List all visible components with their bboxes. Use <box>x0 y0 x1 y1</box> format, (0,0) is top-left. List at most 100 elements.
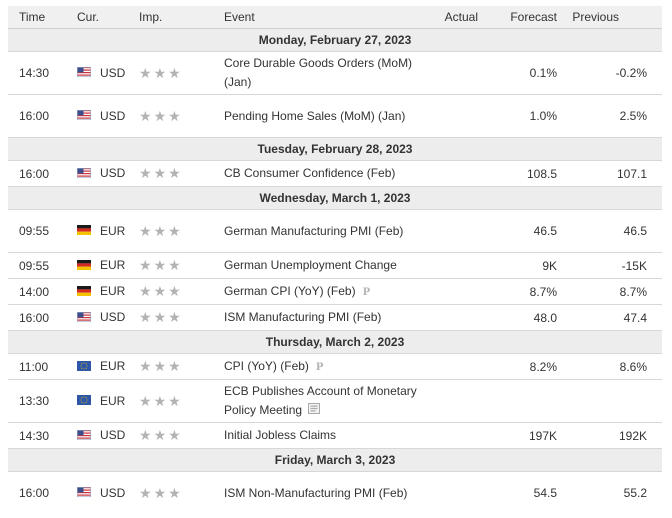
event-name[interactable]: ISM Manufacturing PMI (Feb) <box>224 310 382 324</box>
previous-value: 55.2 <box>562 471 662 514</box>
importance-cell: ★★★ <box>134 252 224 279</box>
event-row[interactable]: 16:00 USD ★★★ ISM Manufacturing PMI (Feb… <box>8 304 662 331</box>
document-icon[interactable] <box>308 401 321 420</box>
de-flag-icon <box>77 285 91 299</box>
actual-value <box>419 353 488 380</box>
event-cell[interactable]: CB Consumer Confidence (Feb) <box>224 160 419 187</box>
us-flag-icon <box>77 66 91 80</box>
star-icon: ★ <box>168 358 183 374</box>
event-time: 16:00 <box>8 160 72 187</box>
date-row: Monday, February 27, 2023 <box>8 28 662 52</box>
previous-value: 8.7% <box>562 278 662 305</box>
currency-code: USD <box>100 310 126 325</box>
forecast-value: 8.2% <box>488 353 562 380</box>
forecast-value: 197K <box>488 422 562 449</box>
star-icon: ★ <box>168 257 183 273</box>
event-name[interactable]: ISM Non-Manufacturing PMI (Feb) <box>224 485 408 500</box>
event-row[interactable]: 13:30 EUR ★★★ ECB Publishes Account of M… <box>8 379 662 423</box>
event-time: 16:00 <box>8 304 72 331</box>
event-cell[interactable]: German Unemployment Change <box>224 252 419 279</box>
event-row[interactable]: 09:55 EUR ★★★ German Manufacturing PMI (… <box>8 209 662 253</box>
event-name[interactable]: German Unemployment Change <box>224 258 397 272</box>
actual-value <box>419 278 488 305</box>
currency-cell: USD <box>72 304 134 331</box>
event-name[interactable]: Core Durable Goods Orders (MoM) (Jan) <box>224 56 413 89</box>
col-header-previous[interactable]: Previous <box>562 6 662 29</box>
de-flag-icon <box>77 259 91 273</box>
star-icon: ★ <box>168 64 183 81</box>
star-icon: ★ <box>139 484 154 501</box>
date-label: Monday, February 27, 2023 <box>8 28 662 52</box>
previous-value: 8.6% <box>562 353 662 380</box>
event-cell[interactable]: Core Durable Goods Orders (MoM) (Jan) <box>224 51 419 95</box>
importance-cell: ★★★ <box>134 422 224 449</box>
event-name[interactable]: Pending Home Sales (MoM) (Jan) <box>224 108 406 123</box>
forecast-value: 108.5 <box>488 160 562 187</box>
event-row[interactable]: 14:00 EUR ★★★ German CPI (YoY) (Feb) P 8.… <box>8 278 662 305</box>
event-time: 09:55 <box>8 252 72 279</box>
actual-value <box>419 252 488 279</box>
event-row[interactable]: 14:30 USD ★★★ Core Durable Goods Orders … <box>8 51 662 95</box>
event-cell[interactable]: ECB Publishes Account of Monetary Policy… <box>224 379 419 423</box>
forecast-value <box>488 379 562 423</box>
event-cell[interactable]: Initial Jobless Claims <box>224 422 419 449</box>
star-icon: ★ <box>153 309 169 325</box>
star-icon: ★ <box>168 283 183 299</box>
event-cell[interactable]: Pending Home Sales (MoM) (Jan) <box>224 94 419 138</box>
star-icon: ★ <box>153 165 169 181</box>
preliminary-badge[interactable]: P <box>362 286 371 298</box>
event-row[interactable]: 16:00 USD ★★★ CB Consumer Confidence (Fe… <box>8 160 662 187</box>
col-header-actual[interactable]: Actual <box>419 6 488 29</box>
event-time: 16:00 <box>8 471 72 514</box>
currency-code: EUR <box>100 284 126 299</box>
star-icon: ★ <box>153 257 169 273</box>
forecast-value: 46.5 <box>488 209 562 253</box>
importance-cell: ★★★ <box>134 353 224 380</box>
event-cell[interactable]: CPI (YoY) (Feb) P <box>224 353 419 380</box>
col-header-currency[interactable]: Cur. <box>72 6 134 29</box>
event-cell[interactable]: German Manufacturing PMI (Feb) <box>224 209 419 253</box>
star-icon: ★ <box>139 427 154 443</box>
previous-value: 2.5% <box>562 94 662 138</box>
col-header-forecast[interactable]: Forecast <box>488 6 562 29</box>
currency-cell: USD <box>72 51 134 95</box>
event-row[interactable]: 11:00 EUR ★★★ CPI (YoY) (Feb) P 8.2% 8.6% <box>8 353 662 380</box>
actual-value <box>419 471 488 514</box>
event-row[interactable]: 16:00 USD ★★★ ISM Non-Manufacturing PMI … <box>8 471 662 514</box>
star-icon: ★ <box>153 484 169 501</box>
economic-calendar-table: Time Cur. Imp. Event Actual Forecast Pre… <box>8 6 662 514</box>
event-time: 09:55 <box>8 209 72 253</box>
de-flag-icon <box>77 224 91 238</box>
forecast-value: 48.0 <box>488 304 562 331</box>
event-cell[interactable]: German CPI (YoY) (Feb) P <box>224 278 419 305</box>
star-icon: ★ <box>139 222 154 239</box>
actual-value <box>419 160 488 187</box>
us-flag-icon <box>77 486 91 500</box>
event-time: 14:30 <box>8 51 72 95</box>
actual-value <box>419 422 488 449</box>
event-cell[interactable]: ISM Manufacturing PMI (Feb) <box>224 304 419 331</box>
forecast-value: 54.5 <box>488 471 562 514</box>
currency-code: USD <box>100 108 126 123</box>
preliminary-badge[interactable]: P <box>315 361 324 373</box>
actual-value <box>419 94 488 138</box>
event-cell[interactable]: ISM Non-Manufacturing PMI (Feb) <box>224 471 419 514</box>
event-name[interactable]: CB Consumer Confidence (Feb) <box>224 166 396 180</box>
currency-cell: USD <box>72 422 134 449</box>
event-row[interactable]: 16:00 USD ★★★ Pending Home Sales (MoM) (… <box>8 94 662 138</box>
event-name[interactable]: ECB Publishes Account of Monetary Policy… <box>224 383 417 417</box>
star-icon: ★ <box>139 107 154 124</box>
col-header-importance[interactable]: Imp. <box>134 6 224 29</box>
col-header-time[interactable]: Time <box>8 6 72 29</box>
event-row[interactable]: 09:55 EUR ★★★ German Unemployment Change… <box>8 252 662 279</box>
col-header-event[interactable]: Event <box>224 6 419 29</box>
event-name[interactable]: German Manufacturing PMI (Feb) <box>224 223 404 238</box>
eu-flag-icon <box>77 360 91 374</box>
us-flag-icon <box>77 311 91 325</box>
event-name[interactable]: CPI (YoY) (Feb) <box>224 358 309 373</box>
importance-cell: ★★★ <box>134 209 224 253</box>
importance-cell: ★★★ <box>134 278 224 305</box>
event-row[interactable]: 14:30 USD ★★★ Initial Jobless Claims 197… <box>8 422 662 449</box>
event-name[interactable]: German CPI (YoY) (Feb) <box>224 283 356 298</box>
event-name[interactable]: Initial Jobless Claims <box>224 428 337 442</box>
